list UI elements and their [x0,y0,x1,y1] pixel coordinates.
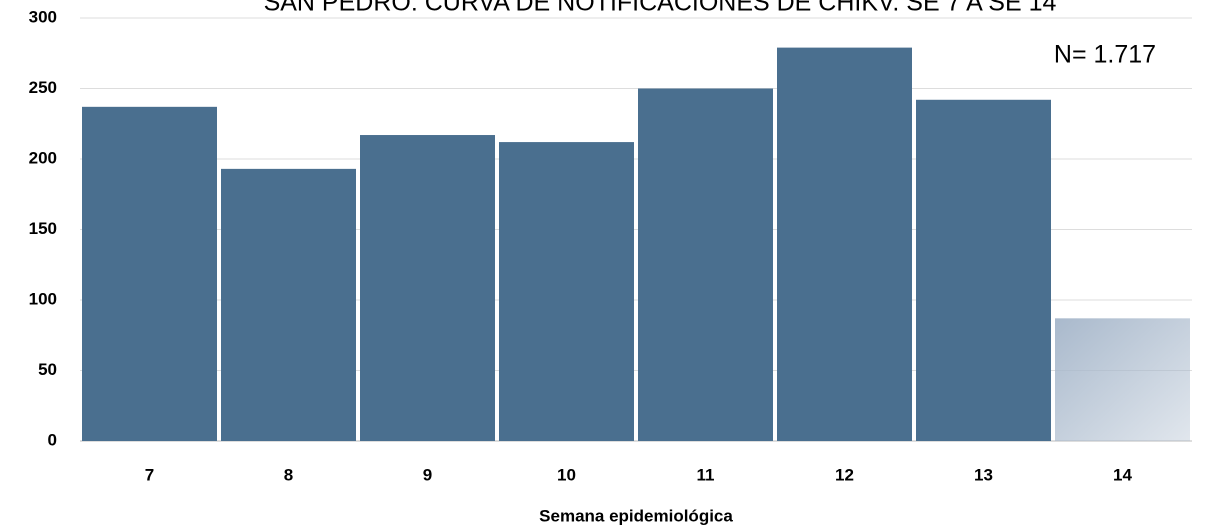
y-tick-label: 100 [29,289,57,308]
y-tick-label: 0 [48,430,57,449]
x-tick-label: 10 [557,465,576,484]
y-tick-label: 300 [29,7,57,26]
bar [638,88,773,441]
x-tick-label: 7 [145,465,154,484]
y-tick-label: 200 [29,148,57,167]
x-axis-label: Semana epidemiológica [539,506,733,525]
bar [221,168,356,441]
bar [777,47,912,442]
chart-title: SAN PEDRO: CURVA DE NOTIFICACIONES DE CH… [264,0,1057,17]
y-tick-label: 150 [29,219,57,238]
x-tick-label: 9 [423,465,432,484]
x-tick-label: 13 [974,465,993,484]
bar [1055,318,1190,441]
x-tick-label: 12 [835,465,854,484]
x-tick-label: 11 [697,465,715,484]
x-tick-label: 14 [1113,465,1132,484]
annotation: N= 1.717 [1054,41,1156,69]
bar [916,99,1051,441]
bar [82,106,217,441]
bar [360,135,495,441]
y-tick-label: 50 [38,360,57,379]
bar [499,142,634,441]
y-tick-label: 250 [29,78,57,97]
x-tick-label: 8 [284,465,293,484]
